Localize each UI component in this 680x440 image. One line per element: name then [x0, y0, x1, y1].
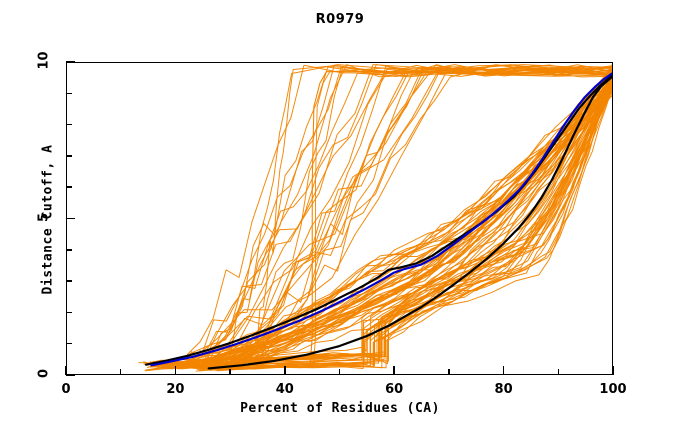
- model-curve: [185, 64, 612, 369]
- y-tick-1: [66, 342, 72, 345]
- model-curve-spike: [312, 67, 612, 367]
- x-tick-label-40: 40: [275, 382, 294, 397]
- x-tick-label-60: 60: [385, 382, 404, 397]
- x-axis-label: Percent of Residues (CA): [240, 401, 440, 416]
- model-curve: [228, 88, 612, 369]
- y-tick-9: [66, 92, 72, 95]
- model-curve: [189, 65, 612, 355]
- model-curve: [201, 93, 612, 369]
- model-curve: [169, 81, 612, 368]
- reference-curve-black-reference-lower: [207, 75, 612, 370]
- y-axis-label: Distance Cutoff, A: [40, 144, 56, 295]
- model-curve: [208, 66, 612, 366]
- x-tick-40: [284, 366, 286, 375]
- chart-title: R0979: [315, 12, 365, 27]
- model-curve: [178, 72, 612, 369]
- y-tick-2: [66, 311, 72, 314]
- model-curve: [211, 64, 612, 360]
- model-curve: [210, 70, 612, 371]
- x-tick-30: [229, 369, 231, 375]
- x-tick-label-0: 0: [61, 382, 71, 397]
- reference-curve-black-reference-upper: [144, 74, 612, 366]
- y-tick-0: [66, 374, 75, 376]
- y-tick-10: [66, 61, 75, 63]
- y-tick-label-0: 0: [36, 368, 52, 379]
- x-tick-100: [612, 366, 614, 375]
- x-tick-70: [448, 369, 450, 375]
- plot-curves: [138, 64, 612, 372]
- y-tick-6: [66, 186, 72, 188]
- model-curve: [208, 66, 612, 369]
- x-tick-label-20: 20: [166, 382, 185, 397]
- model-curve: [173, 83, 612, 365]
- y-tick-5: [66, 217, 75, 220]
- x-tick-60: [393, 366, 395, 375]
- x-tick-0: [65, 366, 67, 375]
- x-tick-label-80: 80: [494, 382, 513, 397]
- y-tick-label-10: 10: [36, 51, 52, 70]
- y-tick-4: [66, 249, 72, 251]
- model-curve: [179, 68, 612, 369]
- y-tick-7: [66, 155, 72, 157]
- x-tick-10: [119, 369, 122, 375]
- model-curve: [190, 79, 612, 367]
- model-curve: [228, 83, 612, 370]
- reference-curve-blue-reference: [150, 72, 612, 367]
- model-curve: [224, 64, 612, 365]
- y-tick-8: [66, 123, 72, 126]
- model-curve-spike: [309, 71, 612, 367]
- x-tick-label-100: 100: [599, 382, 627, 397]
- x-tick-20: [174, 366, 177, 375]
- model-curve: [216, 64, 612, 352]
- model-curve: [203, 86, 612, 367]
- model-curve: [143, 80, 612, 368]
- x-tick-80: [502, 366, 505, 375]
- plot-area: [66, 62, 613, 375]
- model-curve: [225, 64, 612, 354]
- y-tick-3: [66, 280, 72, 282]
- model-curve: [239, 64, 612, 351]
- x-tick-90: [557, 369, 560, 375]
- model-curve: [160, 83, 612, 367]
- x-tick-50: [338, 369, 341, 375]
- model-curve: [207, 64, 612, 355]
